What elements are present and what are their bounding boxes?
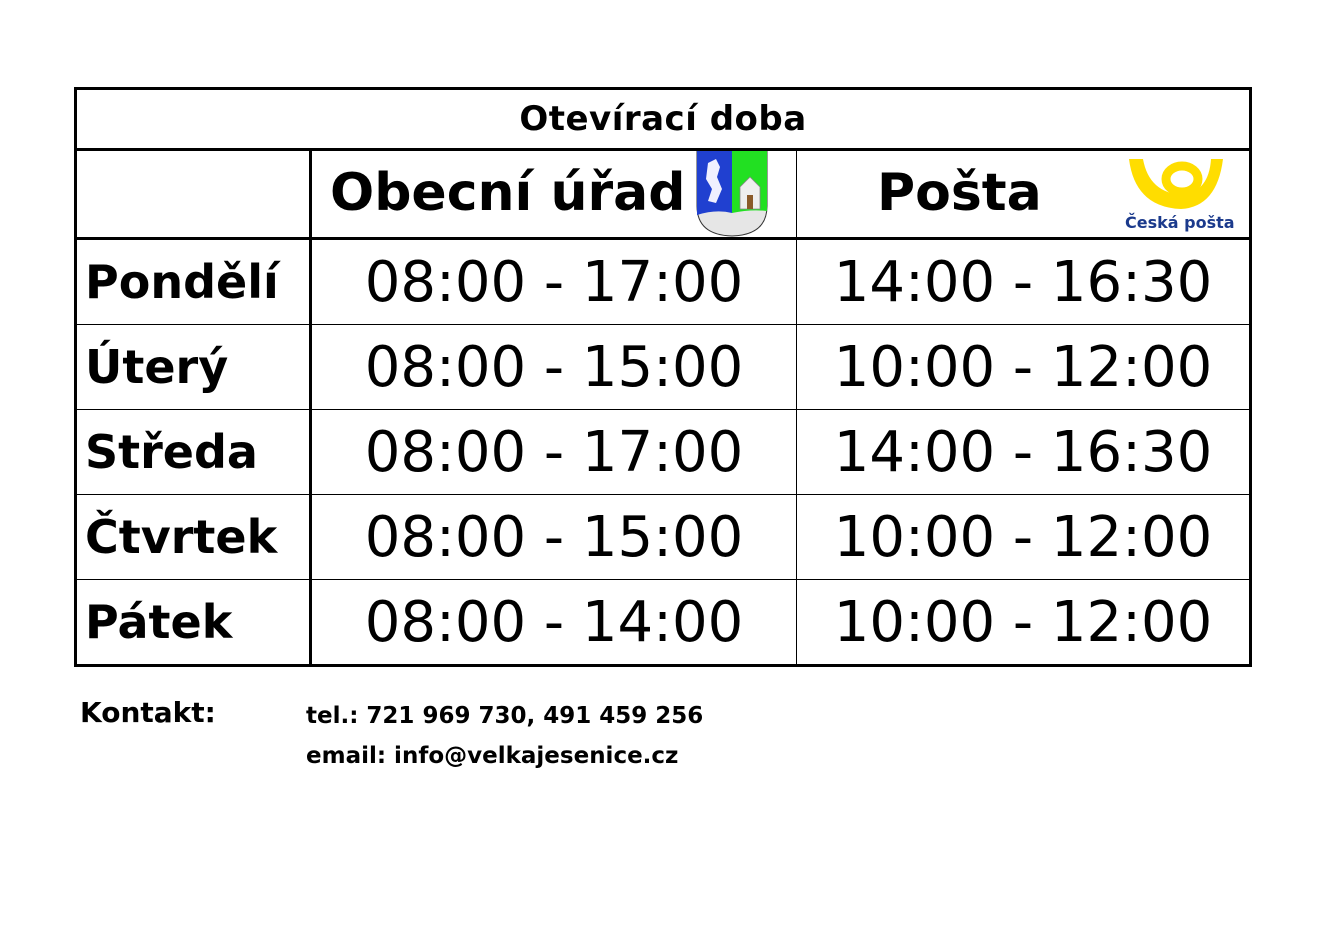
post-hours: 10:00 - 12:00	[796, 579, 1251, 666]
table-title: Otevírací doba	[75, 88, 1251, 151]
post-hours: 10:00 - 12:00	[796, 494, 1251, 580]
day-name: Středa	[75, 409, 312, 495]
office-hours: 08:00 - 15:00	[310, 324, 797, 410]
header-office: Obecní úřad	[310, 149, 797, 240]
day-name: Úterý	[75, 324, 312, 410]
post-hours: 10:00 - 12:00	[796, 324, 1251, 410]
office-hours: 08:00 - 15:00	[310, 494, 797, 580]
contact-email: email: info@velkajesenice.cz	[306, 743, 679, 769]
office-heading: Obecní úřad	[330, 163, 686, 223]
office-hours: 08:00 - 17:00	[310, 409, 797, 495]
office-hours: 08:00 - 17:00	[310, 238, 797, 325]
table-row: Pátek 08:00 - 14:00 10:00 - 12:00	[75, 579, 1251, 666]
post-logo-text: Česká pošta	[1125, 213, 1235, 232]
contact-label: Kontakt:	[80, 696, 216, 729]
post-hours: 14:00 - 16:30	[796, 409, 1251, 495]
opening-hours-table: Otevírací doba Obecní úřad Pošta Česká	[74, 87, 1252, 667]
table-row: Úterý 08:00 - 15:00 10:00 - 12:00	[75, 324, 1251, 410]
coat-of-arms-icon	[696, 151, 768, 237]
office-hours: 08:00 - 14:00	[310, 579, 797, 666]
day-name: Čtvrtek	[75, 494, 312, 580]
post-hours: 14:00 - 16:30	[796, 238, 1251, 325]
ceska-posta-logo: Česká pošta	[1125, 157, 1235, 233]
header-empty-cell	[75, 149, 312, 240]
table-row: Čtvrtek 08:00 - 15:00 10:00 - 12:00	[75, 494, 1251, 580]
contact-phone: tel.: 721 969 730, 491 459 256	[306, 703, 704, 729]
post-heading: Pošta	[877, 163, 1042, 223]
header-post: Pošta Česká pošta	[796, 149, 1251, 240]
table-row: Středa 08:00 - 17:00 14:00 - 16:30	[75, 409, 1251, 495]
post-horn-icon	[1129, 159, 1223, 209]
day-name: Pondělí	[75, 238, 312, 325]
day-name: Pátek	[75, 579, 312, 666]
table-row: Pondělí 08:00 - 17:00 14:00 - 16:30	[75, 238, 1251, 325]
